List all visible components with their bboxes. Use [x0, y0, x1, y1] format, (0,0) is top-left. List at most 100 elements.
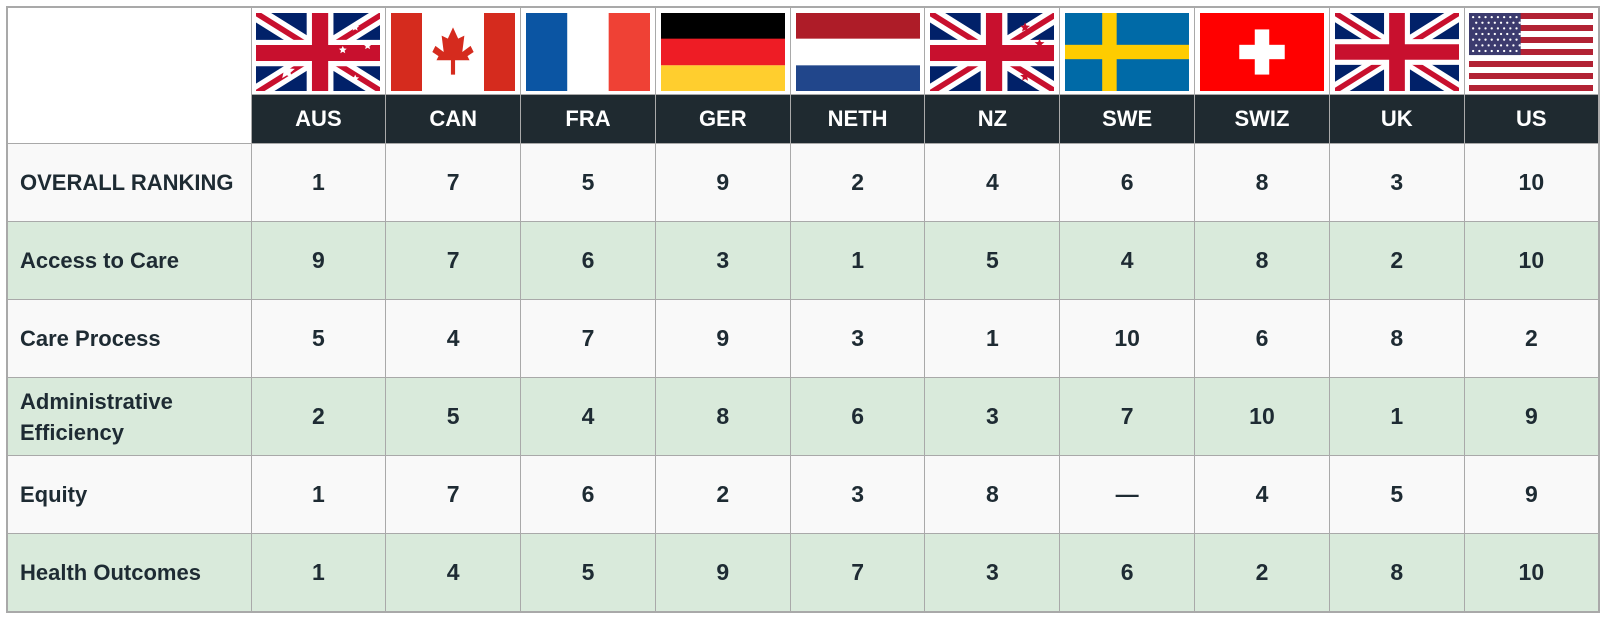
- column-header: SWIZ: [1194, 94, 1330, 144]
- rank-cell: 2: [250, 377, 387, 456]
- rank-cell: 5: [924, 221, 1061, 300]
- flag-cell: [924, 6, 1061, 95]
- rank-cell: 7: [385, 221, 522, 300]
- row-label: Equity: [6, 455, 252, 534]
- rank-cell: 5: [1328, 455, 1465, 534]
- rank-cell: 8: [1194, 143, 1330, 222]
- flag-cell: [1059, 6, 1196, 95]
- rank-cell: 4: [385, 533, 522, 613]
- rank-cell: 6: [1059, 533, 1196, 613]
- row-label: OVERALL RANKING: [6, 143, 252, 222]
- rank-cell: 1: [1328, 377, 1465, 456]
- rank-cell: 10: [1463, 533, 1600, 613]
- rank-cell: 3: [654, 221, 791, 300]
- flag-cell: [789, 6, 926, 95]
- table-row: Administrative Efficiency 2 5 4 8 6 3 7 10 1 9: [6, 377, 1600, 456]
- column-header: UK: [1328, 94, 1465, 144]
- row-label: Access to Care: [6, 221, 252, 300]
- rank-cell: 9: [654, 299, 791, 378]
- row-label: Care Process: [6, 299, 252, 378]
- rank-cell: 7: [520, 299, 656, 378]
- flag-icon: [1334, 13, 1459, 91]
- table-row: Health Outcomes 1 4 5 9 7 3 6 2 8 10: [6, 533, 1600, 613]
- rank-cell: 9: [1463, 455, 1600, 534]
- rank-cell: 7: [385, 143, 522, 222]
- flag-icon: [930, 13, 1055, 91]
- rank-cell: 2: [654, 455, 791, 534]
- row-label: Administrative Efficiency: [6, 377, 252, 456]
- flag-icon: [660, 13, 785, 91]
- rank-cell: 9: [250, 221, 387, 300]
- rank-cell: 2: [1328, 221, 1465, 300]
- rank-cell: 4: [520, 377, 656, 456]
- flag-cell: [385, 6, 522, 95]
- rank-cell: 3: [789, 455, 926, 534]
- flag-cell: [520, 6, 656, 95]
- flag-cell: [250, 6, 387, 95]
- rank-cell: 3: [924, 377, 1061, 456]
- rank-cell: 10: [1463, 143, 1600, 222]
- flag-icon: [1065, 13, 1190, 91]
- rank-cell: 6: [1194, 299, 1330, 378]
- rank-cell: 1: [789, 221, 926, 300]
- flag-cell: [654, 6, 791, 95]
- flag-icon: [1199, 13, 1324, 91]
- rank-cell: 1: [250, 455, 387, 534]
- rank-cell: 5: [520, 143, 656, 222]
- rank-cell: 6: [520, 455, 656, 534]
- table-row: Equity 1 7 6 2 3 8—4 5 9: [6, 455, 1600, 534]
- column-header: AUS: [250, 94, 387, 144]
- rank-cell: 9: [654, 143, 791, 222]
- rank-cell: 5: [250, 299, 387, 378]
- flag-cell: [1463, 6, 1600, 95]
- rank-cell: 6: [1059, 143, 1196, 222]
- table-row: Access to Care 9 7 6 3 1 5 4 8 2 10: [6, 221, 1600, 300]
- rank-cell: 1: [250, 143, 387, 222]
- rank-cell: 8: [654, 377, 791, 456]
- rank-cell: 8: [1328, 299, 1465, 378]
- rank-cell: 4: [1059, 221, 1196, 300]
- rank-cell: 8: [1194, 221, 1330, 300]
- flag-cell: [1328, 6, 1465, 95]
- rank-cell: 2: [1463, 299, 1600, 378]
- corner-cell: [6, 6, 252, 144]
- rank-cell: 7: [789, 533, 926, 613]
- column-header: SWE: [1059, 94, 1196, 144]
- rank-cell: 6: [789, 377, 926, 456]
- ranking-table: AUS CAN FRA GER NETH NZ SWE SWIZ UK US OVERALL RA…: [6, 6, 1600, 613]
- rank-cell: 4: [385, 299, 522, 378]
- table-row: Care Process 5 4 7 9 3 1 10 6 8 2: [6, 299, 1600, 378]
- rank-cell: —: [1059, 455, 1196, 534]
- rank-cell: 10: [1194, 377, 1330, 456]
- rank-cell: 10: [1059, 299, 1196, 378]
- rank-cell: 5: [520, 533, 656, 613]
- rank-cell: 1: [250, 533, 387, 613]
- rank-cell: 9: [1463, 377, 1600, 456]
- rank-cell: 2: [789, 143, 926, 222]
- rank-cell: 7: [385, 455, 522, 534]
- rank-cell: 8: [1328, 533, 1465, 613]
- flag-icon: [525, 13, 650, 91]
- flag-icon: [391, 13, 516, 91]
- rank-cell: 6: [520, 221, 656, 300]
- rank-cell: 1: [924, 299, 1061, 378]
- column-header: CAN: [385, 94, 522, 144]
- table-row: OVERALL RANKING 1 7 5 9 2 4 6 8 3 10: [6, 143, 1600, 222]
- flag-icon: [256, 13, 381, 91]
- flag-icon: [795, 13, 920, 91]
- row-label: Health Outcomes: [6, 533, 252, 613]
- flag-icon: [1469, 13, 1594, 91]
- rank-cell: 5: [385, 377, 522, 456]
- rank-cell: 10: [1463, 221, 1600, 300]
- rank-cell: 8: [924, 455, 1061, 534]
- rank-cell: 3: [1328, 143, 1465, 222]
- rank-cell: 3: [789, 299, 926, 378]
- rank-cell: 2: [1194, 533, 1330, 613]
- column-header: NZ: [924, 94, 1061, 144]
- column-header: US: [1463, 94, 1600, 144]
- rank-cell: 4: [1194, 455, 1330, 534]
- rank-cell: 3: [924, 533, 1061, 613]
- column-header: GER: [654, 94, 791, 144]
- header-row: AUS CAN FRA GER NETH NZ SWE SWIZ UK US: [7, 94, 1600, 144]
